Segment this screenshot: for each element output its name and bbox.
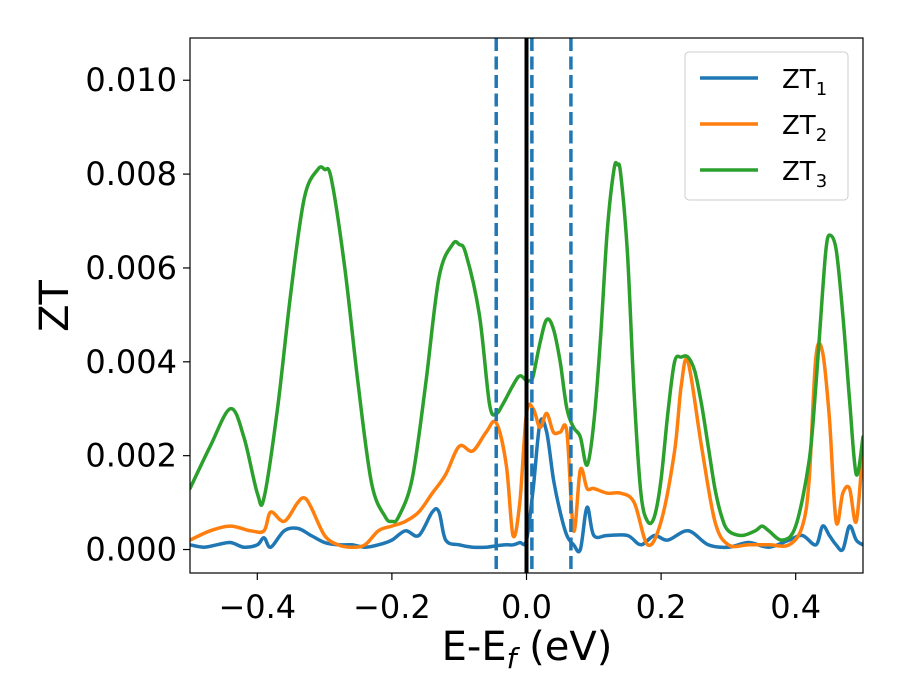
- series-line-zt1: [190, 417, 863, 554]
- series-line-zt2: [190, 341, 863, 549]
- x-axis-title: E-Ef (eV): [442, 624, 613, 675]
- legend-label-zt1: ZT1: [782, 65, 827, 100]
- x-tick-label: 0.2: [636, 588, 687, 626]
- series-line-zt3: [190, 160, 863, 542]
- x-tick-label: −0.2: [353, 588, 431, 626]
- y-tick-label: 0.008: [85, 155, 177, 193]
- x-axis-ticks: −0.4 −0.2 0.0 0.2 0.4: [218, 573, 821, 626]
- y-tick-label: 0.006: [85, 249, 177, 287]
- x-axis-title-unit: (eV): [516, 624, 612, 670]
- legend-label-zt2: ZT2: [782, 111, 827, 146]
- y-tick-label: 0.000: [85, 531, 177, 569]
- y-axis-title: ZT: [32, 280, 78, 332]
- x-axis-title-main: E-E: [442, 624, 507, 670]
- y-tick-label: 0.002: [85, 437, 177, 475]
- x-tick-label: 0.0: [501, 588, 552, 626]
- series-layer: [190, 160, 863, 554]
- legend: ZT1 ZT2 ZT3: [684, 51, 849, 201]
- legend-label-zt3: ZT3: [782, 157, 827, 192]
- y-tick-label: 0.010: [85, 61, 177, 99]
- x-tick-label: −0.4: [218, 588, 296, 626]
- reference-lines: [494, 38, 573, 573]
- x-tick-label: 0.4: [770, 588, 821, 626]
- y-axis-ticks: 0.000 0.002 0.004 0.006 0.008 0.010: [85, 61, 190, 569]
- legend-box: [684, 51, 849, 201]
- y-tick-label: 0.004: [85, 343, 177, 381]
